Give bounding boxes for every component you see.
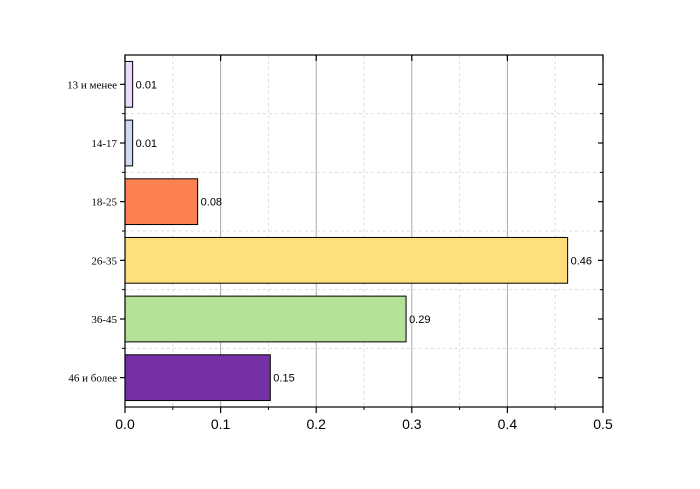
x-tick-label: 0.1 (211, 416, 231, 432)
bar (124, 236, 569, 284)
bar (124, 60, 134, 108)
data-label: 0.01 (136, 79, 157, 91)
data-label: 0.01 (136, 138, 157, 150)
data-label: 0.29 (409, 314, 430, 326)
labels-layer: 0.01 13 и менее 0.01 14-17 0.08 18-25 0.46 26-3… (67, 79, 613, 432)
x-tick-label: 0.5 (593, 416, 613, 432)
category-tick-label: 14-17 (91, 138, 117, 150)
bar (124, 119, 134, 167)
data-label: 0.46 (571, 255, 592, 267)
bar (124, 178, 199, 226)
category-tick-label: 46 и более (68, 373, 117, 385)
data-label: 0.15 (273, 373, 294, 385)
category-tick-label: 26-35 (91, 255, 117, 267)
category-tick-label: 13 и менее (67, 79, 117, 91)
axes-layer (120, 54, 604, 413)
x-tick-label: 0.2 (306, 416, 326, 432)
category-tick-label: 36-45 (91, 314, 117, 326)
x-tick-label: 0.4 (498, 416, 518, 432)
x-tick-label: 0.3 (402, 416, 422, 432)
bar (124, 354, 271, 402)
x-tick-label: 0.0 (115, 416, 135, 432)
category-tick-label: 18-25 (91, 197, 117, 209)
bar (124, 295, 407, 343)
data-label: 0.08 (201, 197, 222, 209)
grid-layer (125, 55, 603, 407)
